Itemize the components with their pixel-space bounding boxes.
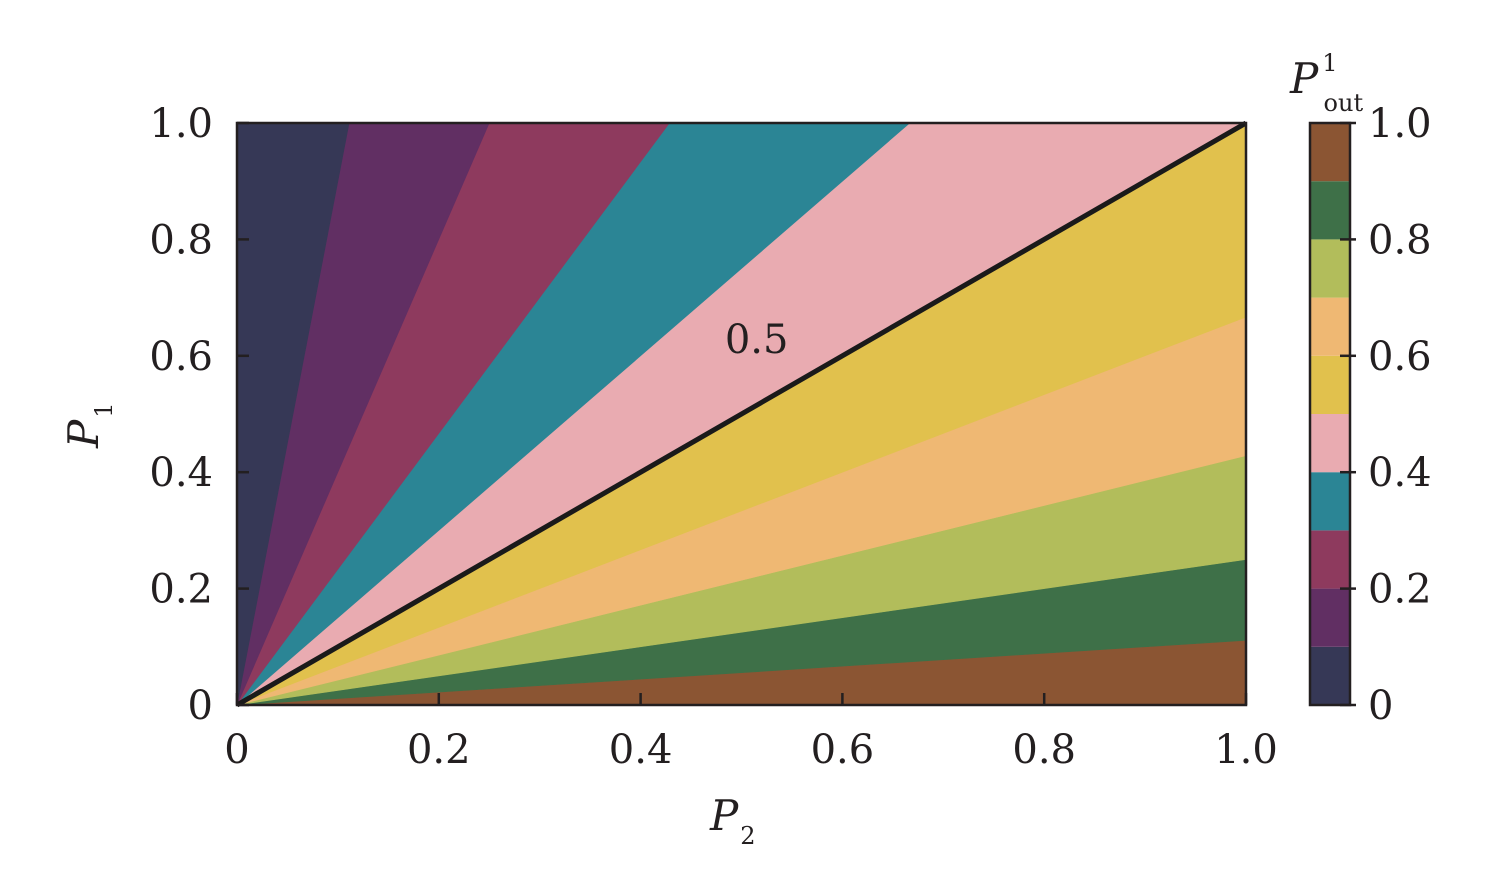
colorbar-frame [1308, 121, 1352, 707]
colorbar-tick-label: 0.8 [1368, 217, 1432, 263]
colorbar-segment [1310, 646, 1350, 705]
contour-label: 0.5 [725, 317, 789, 363]
contour-line-0-5 [235, 120, 1248, 708]
colorbar-tick-label: 0.4 [1368, 450, 1432, 496]
y-axis-label: P1 [59, 402, 118, 449]
colorbar-tick-label: 0.2 [1368, 567, 1432, 613]
colorbar-segment [1310, 472, 1350, 531]
colorbar-segment [1310, 414, 1350, 473]
x-tick-label: 1.0 [1214, 727, 1278, 773]
x-axis-label: P2 [709, 791, 756, 850]
y-tick-label: 0.4 [149, 450, 213, 496]
colorbar-segment [1310, 239, 1350, 298]
x-tick-label: 0.6 [811, 727, 875, 773]
colorbar-segment [1310, 181, 1350, 240]
x-tick-label: 0.4 [609, 727, 673, 773]
colorbar-segment [1310, 297, 1350, 356]
x-axis-ticks: 0 0.2 0.4 0.6 0.8 1.0 [224, 693, 1278, 773]
x-tick-label: 0 [224, 727, 249, 773]
y-tick-label: 0 [188, 683, 213, 729]
colorbar-tick-label: 0 [1368, 683, 1393, 729]
colorbar-tick-label: 1.0 [1368, 101, 1432, 147]
y-tick-label: 1.0 [149, 101, 213, 147]
colorbar-segment [1310, 123, 1350, 182]
y-tick-label: 0.8 [149, 217, 213, 263]
y-axis-ticks: 0 0.2 0.4 0.6 0.8 1.0 [149, 101, 249, 729]
colorbar-segment [1310, 355, 1350, 414]
colorbar-segment [1310, 588, 1350, 647]
colorbar [1308, 121, 1352, 707]
colorbar-tick-label: 0.6 [1368, 334, 1432, 380]
colorbar-segment [1310, 530, 1350, 589]
plot-frame [235, 121, 1248, 707]
x-tick-label: 0.2 [407, 727, 471, 773]
x-tick-label: 0.8 [1012, 727, 1076, 773]
y-tick-label: 0.6 [149, 334, 213, 380]
colorbar-ticks: 0 0.2 0.4 0.6 0.8 1.0 [1340, 101, 1432, 729]
colorbar-label: P 1 out [1289, 49, 1363, 117]
y-tick-label: 0.2 [149, 567, 213, 613]
